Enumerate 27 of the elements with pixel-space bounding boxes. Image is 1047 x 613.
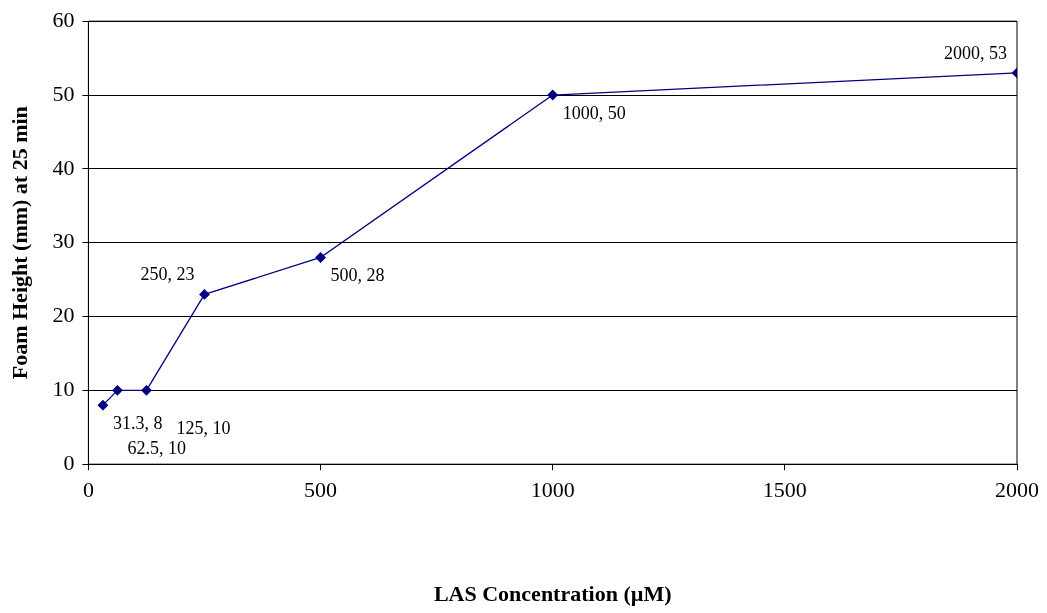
y-tick-label: 60 <box>52 6 75 32</box>
x-tick-label: 2000 <box>995 477 1039 503</box>
x-tick-label: 0 <box>82 477 94 503</box>
x-tick-label: 1500 <box>762 477 807 503</box>
data-label: 125, 10 <box>176 418 231 439</box>
y-tick-label: 20 <box>52 302 75 328</box>
point <box>112 385 123 396</box>
data-label: 250, 23 <box>140 264 195 285</box>
y-tick-label: 30 <box>52 228 75 254</box>
x-axis-title: LAS Concentration (µM) <box>433 581 672 607</box>
y-tick-label: 10 <box>52 376 75 402</box>
x-tick-label: 1000 <box>530 477 575 503</box>
point <box>315 252 326 263</box>
point <box>199 289 210 300</box>
point <box>141 385 152 396</box>
point <box>97 399 109 411</box>
data-label: 1000, 50 <box>562 102 626 123</box>
y-tick-label: 40 <box>52 154 75 180</box>
data-label: 31.3, 8 <box>112 412 163 433</box>
data-label: 2000, 53 <box>944 42 1007 63</box>
y-tick-label: 0 <box>63 449 75 475</box>
point <box>547 89 558 101</box>
y-axis-title: Foam Height (mm) at 25 min <box>6 106 32 380</box>
y-tick-label: 50 <box>52 80 75 106</box>
data-label: 500, 28 <box>330 265 385 286</box>
x-tick-label: 500 <box>304 477 338 503</box>
data-label: 62.5, 10 <box>127 438 186 459</box>
